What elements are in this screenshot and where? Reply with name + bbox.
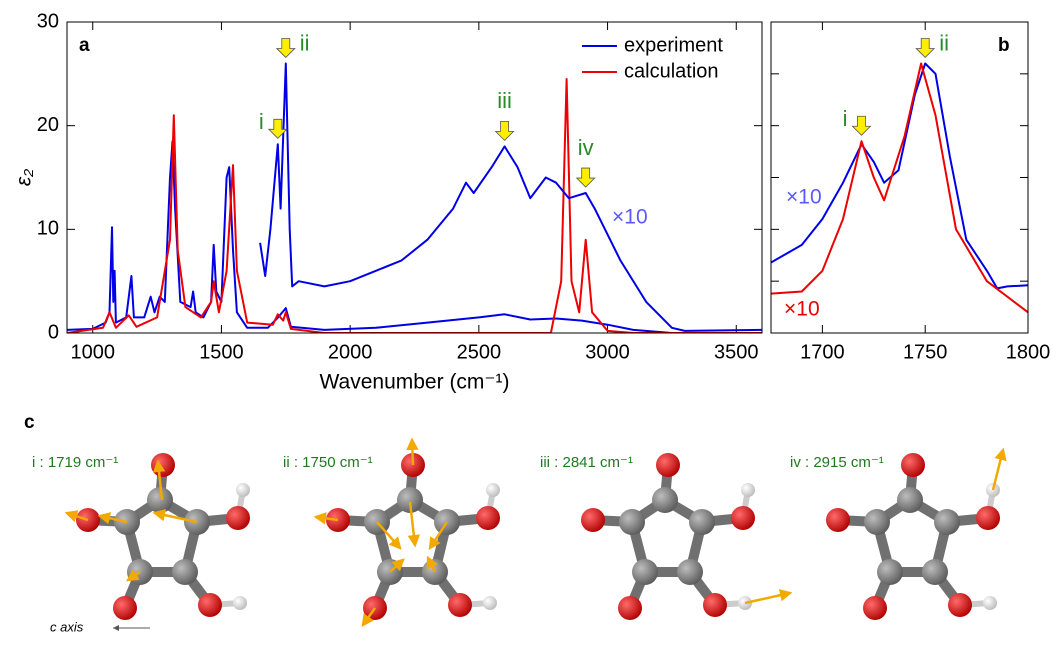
x-tick-label: 3500 bbox=[714, 341, 759, 363]
peak-label: i bbox=[843, 106, 848, 131]
molecule bbox=[826, 453, 1000, 620]
molecule bbox=[76, 453, 250, 620]
y-tick-label: 20 bbox=[37, 114, 59, 136]
mode-vectors bbox=[64, 437, 1007, 628]
x-tick-label: 1800 bbox=[1006, 341, 1051, 363]
mode-caption: iii : 2841 cm⁻¹ bbox=[540, 454, 633, 471]
panel-letter: a bbox=[79, 35, 90, 56]
axis-label: c axis bbox=[50, 619, 84, 634]
y-tick-label: 30 bbox=[37, 10, 59, 32]
mode-caption: iv : 2915 cm⁻¹ bbox=[790, 454, 884, 471]
axis-arrow-head bbox=[113, 625, 119, 631]
molecule bbox=[581, 453, 755, 620]
x-tick-label: 2500 bbox=[457, 341, 502, 363]
plot-frame bbox=[770, 21, 1029, 334]
y-axis-title: ε₂ bbox=[13, 169, 36, 186]
legend-label: calculation bbox=[624, 60, 719, 82]
peak-arrow bbox=[267, 118, 288, 139]
series-line bbox=[771, 62, 1028, 314]
peak-arrow bbox=[575, 167, 596, 188]
scale-label: ×10 bbox=[786, 186, 822, 209]
peak-label: iii bbox=[497, 88, 512, 113]
x-tick-label: 2000 bbox=[328, 341, 373, 363]
peak-arrow bbox=[275, 38, 296, 59]
molecule-panel: c i : 1719 cm⁻¹ ii : 1750 cm⁻¹ iii : 284… bbox=[24, 412, 1007, 634]
x-axis-title: Wavenumber (cm⁻¹) bbox=[320, 371, 510, 394]
y-tick-label: 0 bbox=[48, 321, 59, 343]
plot-frame bbox=[66, 21, 763, 334]
scale-label: ×10 bbox=[784, 298, 820, 321]
peak-arrow bbox=[494, 121, 515, 141]
peak-label: i bbox=[259, 109, 264, 134]
panel-letter: b bbox=[998, 35, 1010, 56]
x-tick-label: 1000 bbox=[70, 341, 115, 363]
mode-caption: ii : 1750 cm⁻¹ bbox=[283, 454, 373, 471]
mode-caption: i : 1719 cm⁻¹ bbox=[32, 454, 118, 471]
peak-arrow bbox=[915, 38, 936, 59]
panel-letter: c bbox=[24, 412, 35, 433]
x-tick-label: 3000 bbox=[585, 341, 630, 363]
scale-label: ×10 bbox=[612, 206, 648, 229]
peak-label: ii bbox=[300, 30, 310, 55]
series-line bbox=[67, 78, 762, 333]
peak-label: ii bbox=[939, 30, 949, 55]
y-tick-label: 10 bbox=[37, 218, 59, 240]
legend-label: experiment bbox=[624, 34, 723, 56]
x-tick-label: 1500 bbox=[199, 341, 244, 363]
peak-label: iv bbox=[578, 135, 594, 160]
series-line bbox=[259, 62, 762, 332]
x-tick-label: 1750 bbox=[903, 341, 948, 363]
chart-panel: 1000 1500 2000 2500 3000 3500 0 10 20 30 a Wavenumb… bbox=[13, 10, 763, 394]
series-line bbox=[771, 62, 1028, 290]
x-tick-label: 1700 bbox=[800, 341, 845, 363]
peak-arrow bbox=[851, 115, 872, 136]
